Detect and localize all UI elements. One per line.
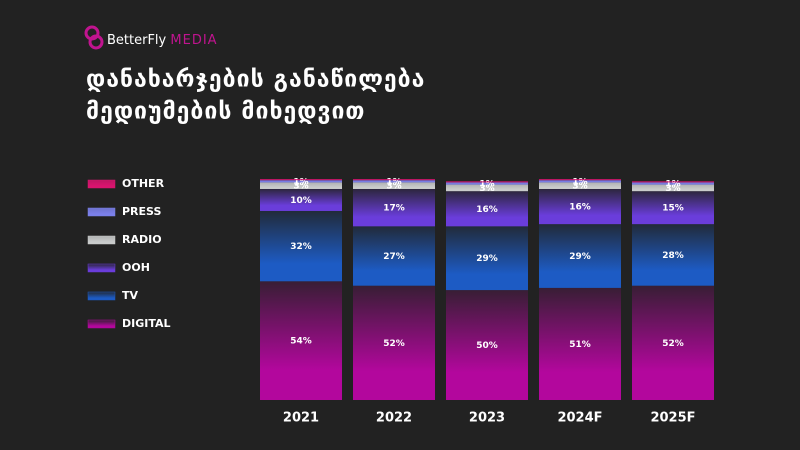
data-label: 27% [383,252,405,262]
bar-segment [632,191,714,225]
bar-segment [632,224,714,286]
bar-segment [353,179,435,181]
legend-swatch [87,291,116,301]
bar-segment [353,188,435,227]
data-label: 29% [476,254,498,264]
bar-segment [632,182,714,185]
data-label: 3% [665,184,680,194]
data-label: 1% [665,179,680,189]
legend-label: RADIO [122,233,162,246]
logo: BetterFly MEDIA [84,25,218,50]
bar-segment [632,285,714,400]
legend-label: TV [122,289,139,302]
chart-title: დანახარჯების განაწილება [86,67,425,93]
data-label: 52% [383,339,405,349]
bar-segment [539,224,621,288]
bar-segment [260,182,342,189]
bar-segment [539,188,621,225]
bar-segment [632,184,714,192]
x-tick-label: 2025F [650,411,695,426]
data-label: 10% [290,196,312,206]
data-label: 1% [572,177,587,187]
chart-title: მედიუმების მიხედვით [86,99,365,125]
legend-swatch [87,319,116,329]
x-tick-label: 2022 [376,411,412,426]
legend-label: OOH [122,261,150,274]
bar-segment [260,281,342,400]
bar-segment [446,290,528,400]
bar-segment [260,188,342,211]
bar-segment [539,179,621,181]
bar-segment [260,180,342,183]
x-tick-label: 2021 [283,411,319,426]
x-tick-label: 2024F [557,411,602,426]
bar-segment [353,285,435,400]
data-label: 54% [290,337,312,347]
data-label: 3% [386,182,401,192]
data-label: 1% [293,177,308,187]
data-label: 51% [569,340,591,350]
data-label: 17% [383,204,405,214]
legend-swatch [87,235,116,245]
data-label: 52% [662,339,684,349]
bar-segment [260,210,342,282]
bar-segment [353,226,435,286]
bar-segment [353,180,435,183]
data-label: 3% [479,184,494,194]
data-label: 29% [569,252,591,262]
legend-label: OTHER [122,177,165,190]
data-label: 3% [572,182,587,192]
data-label: 1% [479,179,494,189]
bar-segment [353,182,435,189]
bar-segment [446,182,528,185]
data-label: 16% [569,203,591,213]
data-label: 28% [662,251,684,261]
data-label: 16% [476,205,498,215]
legend-swatch [87,207,116,217]
bar-segment [632,181,714,183]
bar-segment [539,182,621,189]
data-label: 3% [293,182,308,192]
legend-swatch [87,263,116,273]
legend-label: DIGITAL [122,317,171,330]
bar-segment [539,180,621,183]
bar-segment [539,287,621,400]
bar-segment [446,191,528,227]
x-tick-label: 2023 [469,411,505,426]
bar-segment [446,184,528,192]
logo-name: BetterFly MEDIA [107,33,218,48]
data-label: 32% [290,242,312,252]
legend-label: PRESS [122,205,161,218]
logo-icon [88,34,104,50]
data-label: 50% [476,341,498,351]
data-label: 15% [662,204,684,214]
data-label: 1% [386,177,401,187]
bar-segment [260,179,342,181]
bar-segment [446,181,528,183]
legend-swatch [87,179,116,189]
bar-segment [446,226,528,291]
